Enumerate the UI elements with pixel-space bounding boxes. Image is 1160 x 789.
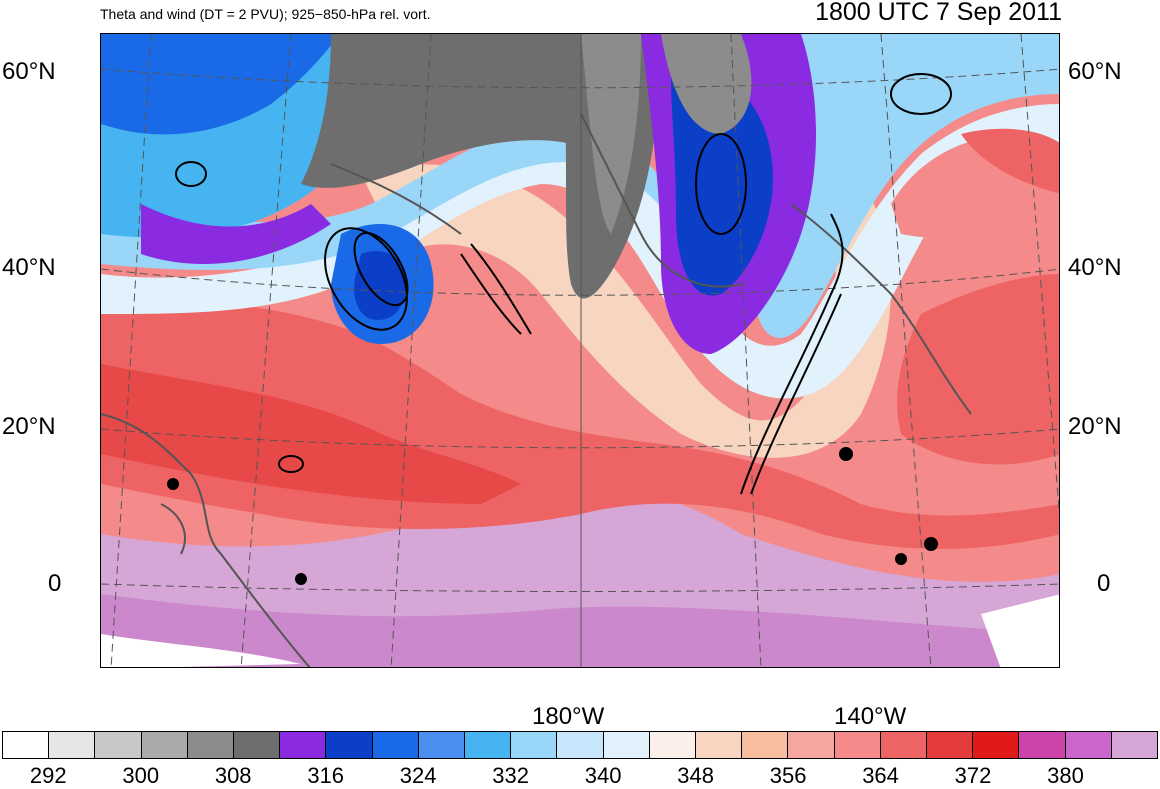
lat-label-20n-right: 20°N <box>1068 413 1122 440</box>
plot-title-left: Theta and wind (DT = 2 PVU); 925−850-hPa… <box>100 6 431 22</box>
colorbar-swatch <box>95 732 142 758</box>
colorbar-swatch <box>880 732 928 758</box>
colorbar-swatch <box>742 732 789 758</box>
lat-label-40n-left: 40°N <box>2 254 56 281</box>
colorbar-swatch <box>418 732 466 758</box>
lat-label-60n-right: 60°N <box>1068 58 1122 85</box>
colorbar-swatch <box>326 732 373 758</box>
colorbar-label: 356 <box>769 763 807 788</box>
colorbar-swatch <box>1065 732 1112 758</box>
colorbar-swatch <box>280 732 327 758</box>
colorbar-swatch <box>511 732 558 758</box>
colorbar-label: 316 <box>307 763 345 788</box>
colorbar-label: 372 <box>954 763 992 788</box>
lon-label-180w: 180°W <box>532 703 605 730</box>
colorbar-swatch <box>1111 732 1158 758</box>
colorbar-label: 380 <box>1047 763 1084 788</box>
colorbar-swatch <box>141 732 188 758</box>
colorbar-swatch <box>3 732 50 758</box>
colorbar-label: 324 <box>399 763 437 788</box>
lat-label-60n-left: 60°N <box>2 58 56 85</box>
colorbar-swatch <box>187 732 235 758</box>
colorbar-label: 308 <box>214 763 252 788</box>
plot-title-right: 1800 UTC 7 Sep 2011 <box>815 0 1062 26</box>
lat-label-0-right: 0 <box>1097 570 1111 597</box>
colorbar-label: 364 <box>862 763 899 788</box>
colorbar-swatch <box>557 732 604 758</box>
lon-label-140w: 140°W <box>834 703 907 730</box>
colorbar-swatch <box>372 732 419 758</box>
lat-label-40n-right: 40°N <box>1068 254 1122 281</box>
lat-label-0-left: 0 <box>48 570 62 597</box>
colorbar-swatch <box>788 732 835 758</box>
colorbar-swatch <box>1019 732 1066 758</box>
colorbar-swatch <box>49 732 96 758</box>
colorbar-label: 292 <box>29 763 67 788</box>
theta-colorbar <box>2 731 1158 759</box>
colorbar-swatch <box>603 732 650 758</box>
lat-label-20n-left: 20°N <box>2 413 56 440</box>
colorbar-swatch <box>465 732 512 758</box>
colorbar-swatch <box>696 732 743 758</box>
colorbar-label: 348 <box>677 763 714 788</box>
colorbar-label: 340 <box>584 763 622 788</box>
colorbar-label: 332 <box>492 763 529 788</box>
theta-field-map <box>101 34 1059 667</box>
colorbar-swatch <box>234 732 281 758</box>
colorbar-swatch <box>973 732 1020 758</box>
colorbar-swatch <box>927 732 974 758</box>
map-panel <box>100 33 1060 668</box>
colorbar-label: 300 <box>122 763 160 788</box>
colorbar-swatch <box>834 732 881 758</box>
colorbar-swatch <box>649 732 697 758</box>
